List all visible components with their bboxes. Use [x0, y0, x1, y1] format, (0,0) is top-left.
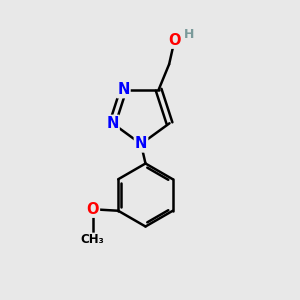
Text: CH₃: CH₃	[81, 233, 105, 246]
Text: N: N	[117, 82, 130, 97]
Text: N: N	[135, 136, 147, 152]
Text: O: O	[86, 202, 99, 217]
Text: H: H	[184, 28, 194, 41]
Text: N: N	[106, 116, 119, 131]
Text: O: O	[168, 33, 181, 48]
